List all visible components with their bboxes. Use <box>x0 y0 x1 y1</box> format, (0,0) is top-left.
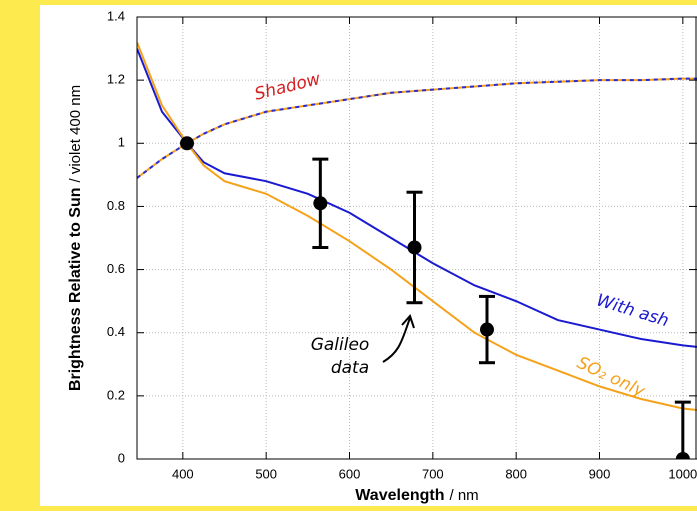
panel <box>40 5 697 506</box>
y-tick-label: 0.4 <box>107 324 125 339</box>
y-tick-label: 1 <box>118 135 125 150</box>
x-tick-label: 500 <box>255 466 277 481</box>
y-axis-label-bold: Brightness Relative to Sun <box>67 187 84 391</box>
line <box>137 77 697 179</box>
arrow <box>382 314 415 363</box>
x-axis-label-bold: Wavelength <box>355 487 444 504</box>
x-axis-label: Wavelength / nm <box>355 487 478 504</box>
x-axis-label-unit: / nm <box>450 487 479 504</box>
x-tick-label: 400 <box>172 466 194 481</box>
data-point <box>480 322 494 337</box>
data-point <box>407 240 422 255</box>
x-tick-label: 800 <box>505 466 527 481</box>
y-tick-label: 0.8 <box>107 198 125 213</box>
plot-area <box>137 17 697 459</box>
x-tick-label: 600 <box>339 466 361 481</box>
data-point <box>180 136 194 151</box>
y-axis-label: Brightness Relative to Sun / violet 400 n… <box>67 85 84 391</box>
x-tick-label: 1000 <box>668 466 697 481</box>
line <box>137 41 697 412</box>
annotation: data <box>331 358 369 378</box>
y-axis-label-unit: / violet 400 nm <box>67 85 84 183</box>
y-tick-label: 1.4 <box>107 8 125 23</box>
y-tick-label: 0 <box>118 450 125 465</box>
x-tick-label: 900 <box>589 466 611 481</box>
y-tick-label: 0.2 <box>107 387 125 402</box>
annotation: Galileo <box>311 335 370 355</box>
x-tick-label: 700 <box>422 466 444 481</box>
y-tick-label: 0.6 <box>107 261 125 276</box>
plot-frame <box>136 16 697 460</box>
y-tick-label: 1.2 <box>107 72 125 87</box>
data-point <box>313 196 328 211</box>
line <box>137 48 697 348</box>
